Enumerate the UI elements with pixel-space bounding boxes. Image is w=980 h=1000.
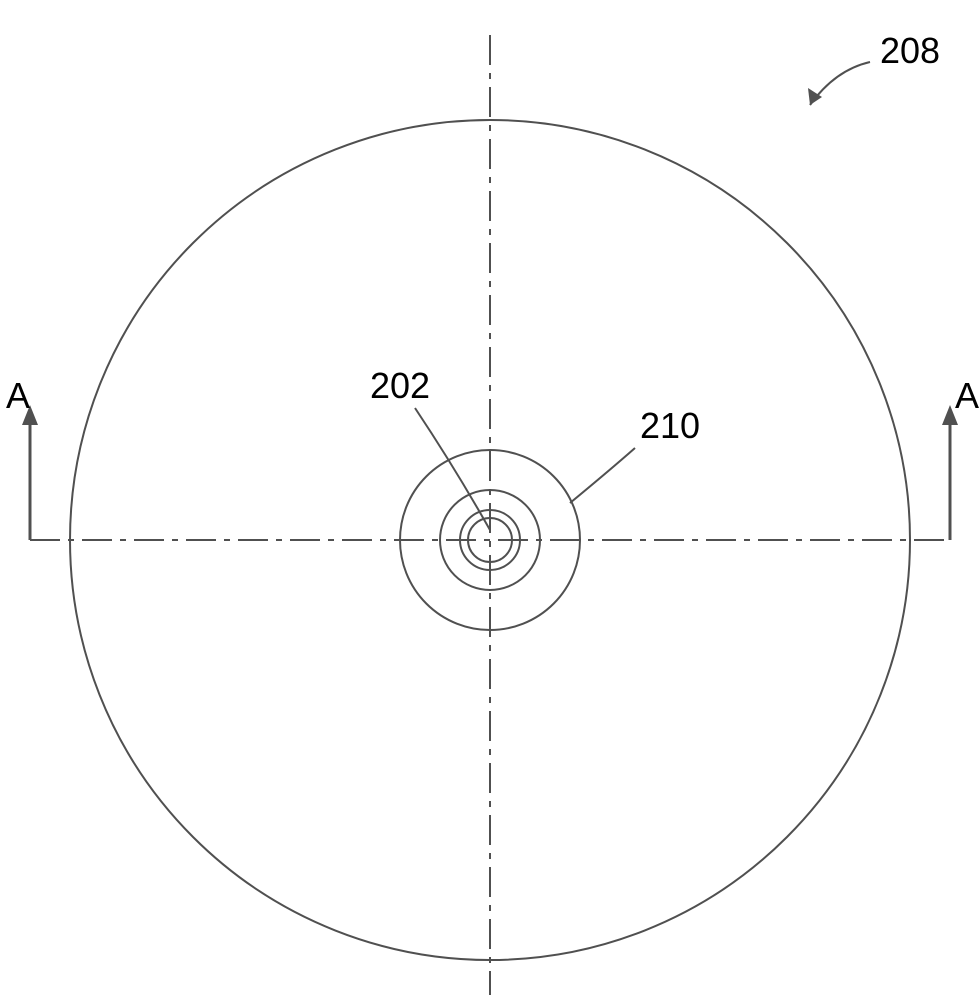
diagram-svg [0,0,980,1000]
label-202: 202 [370,365,430,407]
label-210-leader [570,448,635,503]
label-208-arrowhead [808,88,822,105]
label-A-right: A [955,375,979,417]
label-208: 208 [880,30,940,72]
label-A-left: A [6,375,30,417]
label-210: 210 [640,405,700,447]
label-202-leader [415,408,490,530]
technical-diagram: 208 202 210 A A [0,0,980,1000]
